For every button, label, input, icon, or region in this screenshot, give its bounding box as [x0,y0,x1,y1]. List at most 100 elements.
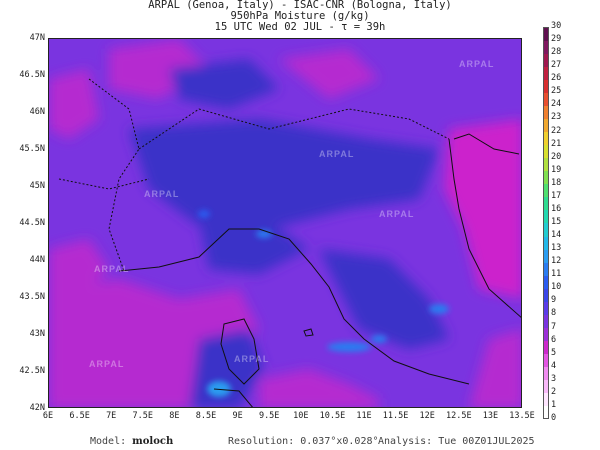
colorbar-tick-label: 9 [551,295,557,306]
moisture-map: ARPAL ARPAL ARPAL ARPAL ARPAL ARPAL ARPA… [48,38,522,408]
colorbar-tick-label: 20 [551,151,562,162]
longitude-label: 6E [42,411,54,421]
footer-model: Model: moloch [90,436,173,447]
colorbar-tick-label: 25 [551,86,562,97]
watermark: ARPAL [379,209,415,219]
longitude-label: 12.5E [446,411,472,421]
latitude-label: 44.5N [19,218,45,228]
moisture-blobs [49,39,521,407]
colorbar-cell [543,118,549,133]
colorbar-tick-label: 11 [551,269,562,280]
colorbar-tick-label: 26 [551,73,562,84]
colorbar-cell [543,314,549,329]
colorbar-tick-label: 29 [551,34,562,45]
longitude-label: 10E [293,411,309,421]
longitude-label: 10.5E [319,411,346,421]
longitude-label: 11E [356,411,372,421]
colorbar-tick-label: 8 [551,308,557,319]
colorbar-cell [543,405,549,420]
colorbar-cell [543,262,549,276]
colorbar-tick-label: 13 [551,243,562,254]
colorbar-tick-label: 0 [551,413,557,423]
colorbar [543,27,549,420]
colorbar-tick-label: 24 [551,99,562,110]
header-title-line1: ARPAL (Genoa, Italy) - ISAC-CNR (Bologna… [148,0,452,11]
footer-analysis: Analysis: Tue 00Z01JUL2025 [378,436,535,447]
header-title-line3: 15 UTC Wed 02 JUL - τ = 39h [214,21,386,33]
colorbar-tick-label: 23 [551,112,562,123]
colorbar-cell [543,27,549,41]
longitude-label: 8.5E [195,411,217,421]
colorbar-frame [543,27,549,419]
colorbar-cell [543,105,549,119]
colorbar-cell [543,275,549,289]
longitude-label: 7.5E [132,411,154,421]
colorbar-cell [543,196,549,211]
longitude-label: 9E [232,411,243,421]
colorbar-tick-label: 16 [551,203,562,214]
colorbar-cell [543,157,549,172]
colorbar-cell [543,209,549,224]
colorbar-cell [543,183,549,198]
latitude-label: 43N [29,329,45,339]
colorbar-cell [543,236,549,250]
colorbar-tick-label: 6 [551,334,557,345]
latitude-label: 46N [29,107,45,117]
latitude-label: 45.5N [19,144,45,154]
colorbar-cell [543,79,549,93]
colorbar-tick-label: 14 [551,230,562,241]
header-title-line2: 950hPa Moisture (g/kg) [230,10,370,22]
colorbar-cell [543,131,549,146]
colorbar-cell [543,379,549,394]
moisture-field [49,39,521,407]
latitude-label: 47N [29,33,45,43]
colorbar-tick-label: 15 [551,217,562,227]
colorbar-cell [543,249,549,263]
watermark: ARPAL [94,264,130,274]
colorbar-cell [543,66,549,80]
longitude-label: 13E [482,411,499,421]
longitude-label: 12E [419,411,435,421]
footer-model-value: moloch [132,436,174,447]
colorbar-tick-label: 7 [551,321,557,332]
longitude-label: 13.5E [509,411,535,421]
footer-resolution: Resolution: 0.037°x0.028° [228,436,379,447]
colorbar-cell [543,392,549,407]
colorbar-tick-label: 12 [551,256,562,267]
colorbar-cell [543,301,549,315]
colorbar-tick-label: 2 [551,386,557,397]
longitude-label: 6.5E [69,411,90,421]
colorbar-cell [543,170,549,185]
colorbar-tick-label: 22 [551,125,562,136]
longitude-label: 8E [169,411,180,421]
colorbar-cell [543,144,549,159]
colorbar-tick-label: 28 [551,47,562,58]
watermark: ARPAL [234,354,270,364]
colorbar-tick-label: 1 [551,399,557,410]
colorbar-tick-label: 4 [551,360,557,371]
latitude-label: 45N [29,181,45,191]
latitude-label: 42N [29,403,45,413]
footer-model-label: Model: [90,436,127,447]
colorbar-tick-label: 18 [551,177,562,188]
longitude-label: 9.5E [258,411,280,421]
colorbar-tick-label: 30 [551,21,562,31]
colorbar-cell [543,53,549,67]
colorbar-cell [543,340,549,355]
colorbar-tick-label: 17 [551,190,562,201]
colorbar-cell [543,353,549,368]
colorbar-cell [543,223,549,237]
colorbar-cell [543,288,549,302]
watermark: ARPAL [89,359,125,369]
colorbar-tick-label: 27 [551,60,562,71]
coastlines [58,78,521,407]
latitude-label: 42.5N [19,366,45,376]
colorbar-tick-label: 3 [551,373,557,384]
longitude-label: 11.5E [382,411,409,421]
colorbar-cell [543,327,549,342]
watermark: ARPAL [459,59,495,69]
latitude-label: 43.5N [19,292,45,302]
watermark: ARPAL [319,149,355,159]
colorbar-cell [543,366,549,381]
colorbar-tick-label: 19 [551,164,562,175]
